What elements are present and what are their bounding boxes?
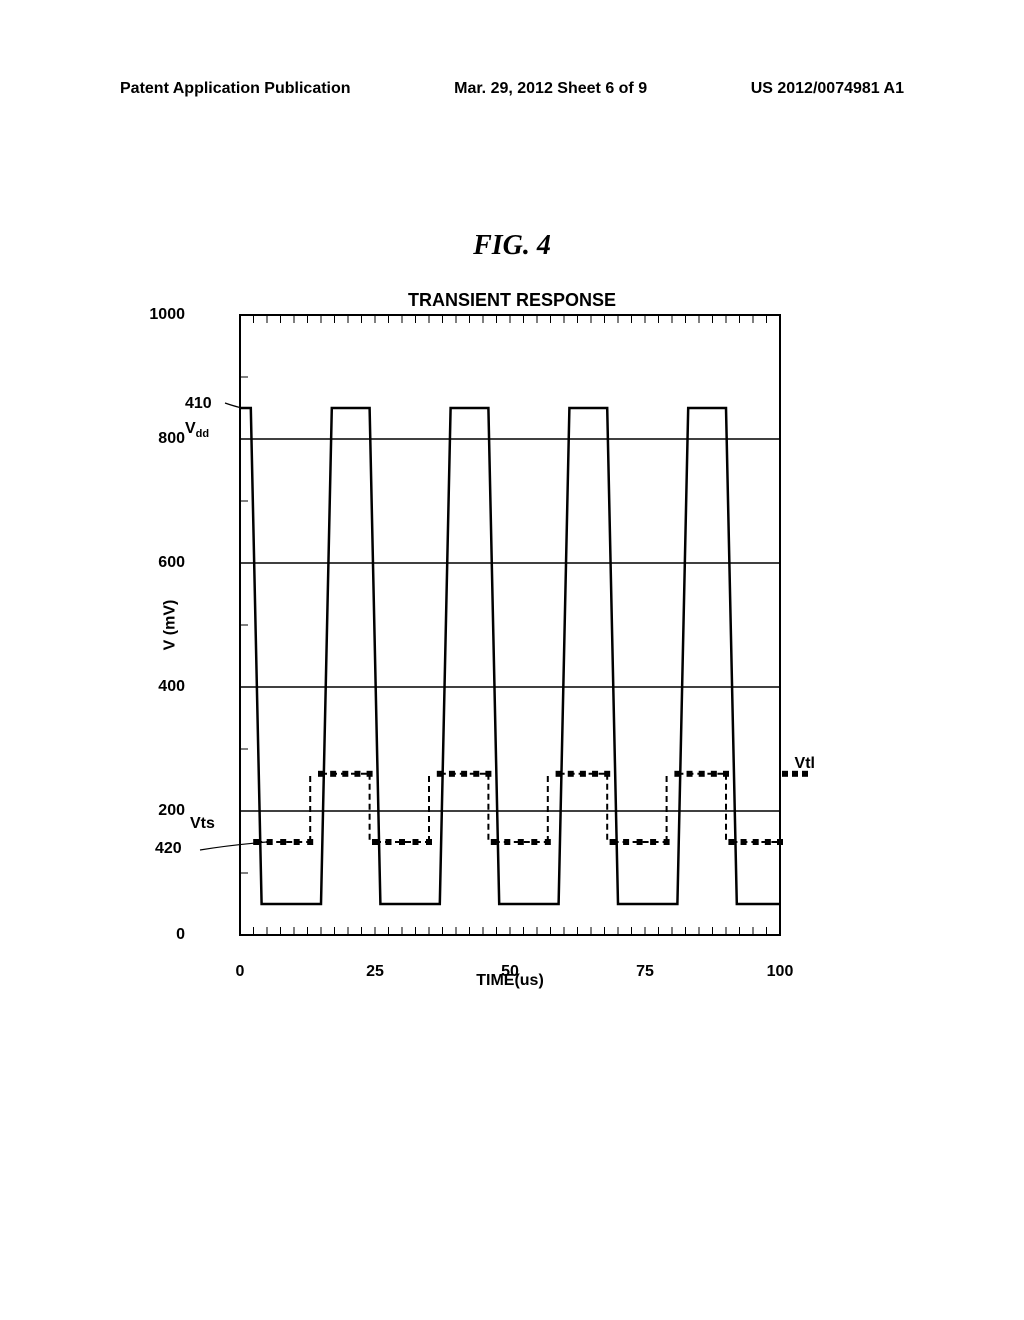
vtl-series-label: Vtl	[795, 755, 815, 773]
x-tick-50: 50	[501, 963, 519, 981]
ref-410-label: 410	[185, 395, 212, 413]
y-tick-600: 600	[158, 554, 185, 572]
x-tick-25: 25	[366, 963, 384, 981]
vts-series-label: Vts	[190, 815, 215, 833]
ref-420-label: 420	[155, 840, 182, 858]
x-tick-75: 75	[636, 963, 654, 981]
x-tick-100: 100	[767, 963, 794, 981]
figure-title: FIG. 4	[0, 230, 1024, 262]
chart-svg	[240, 315, 780, 935]
header-left: Patent Application Publication	[120, 80, 351, 98]
chart-area: V (mV) TIME(us) 1000 800 600 400 200 0 0…	[240, 315, 780, 935]
vdd-series-label: Vdd	[185, 420, 209, 440]
y-axis-label: V (mV)	[161, 600, 179, 651]
y-tick-400: 400	[158, 678, 185, 696]
x-tick-0: 0	[236, 963, 245, 981]
y-tick-0: 0	[176, 926, 185, 944]
header-center: Mar. 29, 2012 Sheet 6 of 9	[454, 80, 647, 98]
y-tick-800: 800	[158, 430, 185, 448]
y-tick-200: 200	[158, 802, 185, 820]
y-tick-1000: 1000	[149, 306, 185, 324]
header-right: US 2012/0074981 A1	[751, 80, 904, 98]
